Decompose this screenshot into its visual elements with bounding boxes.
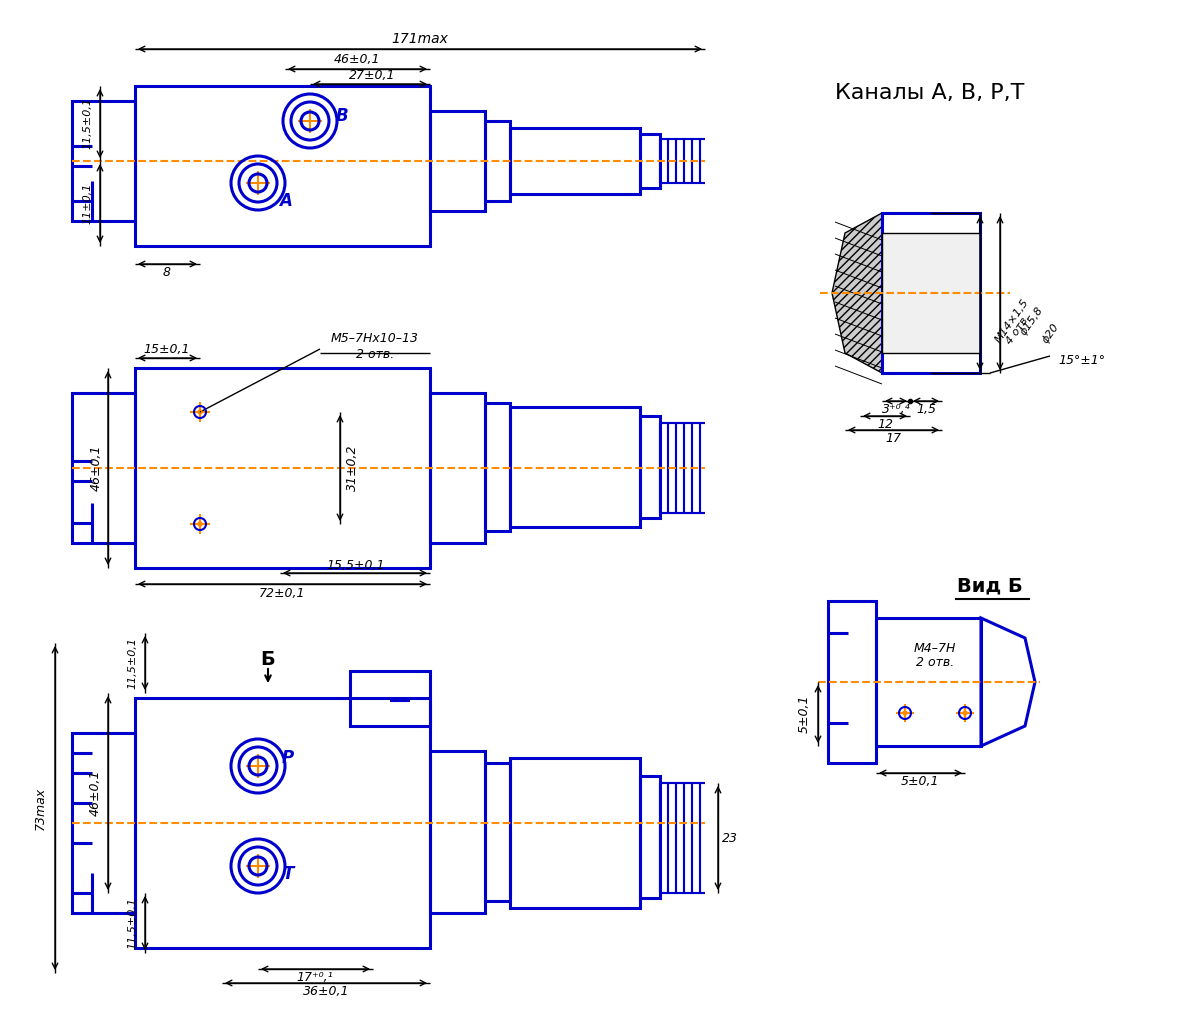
Text: Б: Б [260,650,275,669]
Text: 5±0,1: 5±0,1 [901,776,940,788]
Bar [510,128,640,194]
Text: Каналы А, В, Р,Т: Каналы А, В, Р,Т [835,83,1025,103]
Text: P: P [282,749,294,767]
Bar [430,751,485,913]
Bar [510,407,640,527]
Text: 11,5±0,1: 11,5±0,1 [127,897,137,949]
Text: 4 отв.: 4 отв. [1004,312,1032,346]
Bar [485,763,510,901]
Text: 15,5±0,1: 15,5±0,1 [326,558,385,572]
Bar [485,403,510,531]
Text: 11,5±0,1: 11,5±0,1 [82,97,92,149]
Text: 46±0,1: 46±0,1 [334,53,380,66]
Bar [430,393,485,543]
Text: 12: 12 [877,418,893,431]
Text: 5±0,1: 5±0,1 [798,694,810,733]
Text: М14×1,5: М14×1,5 [994,297,1031,345]
Text: М4–7Н: М4–7Н [914,642,956,655]
Text: 23: 23 [722,831,738,844]
Bar [134,86,430,246]
Bar [510,758,640,908]
Bar [640,416,660,518]
Text: 3⁺⁰,⁴: 3⁺⁰,⁴ [882,402,911,416]
Text: 15°±1°: 15°±1° [1058,354,1105,368]
Text: A: A [280,192,293,210]
Text: 46±0,1: 46±0,1 [89,770,102,816]
Text: 31±0,2: 31±0,2 [346,445,359,491]
Bar [72,101,134,221]
Text: B: B [336,107,348,125]
Bar [485,121,510,201]
Bar [72,393,134,543]
Bar [640,134,660,188]
Bar [72,733,134,913]
Text: Вид Б: Вид Б [958,577,1022,595]
Text: ϕ20: ϕ20 [1040,322,1061,345]
Bar [828,601,876,763]
Text: 2 отв.: 2 отв. [916,657,954,670]
Text: М5–7Нx10–13: М5–7Нx10–13 [331,332,419,345]
Text: 36±0,1: 36±0,1 [302,984,349,998]
Text: 17: 17 [886,432,901,444]
Text: 2 отв.: 2 отв. [356,348,394,361]
Text: 11,5±0,1: 11,5±0,1 [127,637,137,689]
Text: 72±0,1: 72±0,1 [259,586,305,599]
Bar [882,213,980,373]
Text: ϕ15,8: ϕ15,8 [1018,305,1045,337]
Bar [640,776,660,898]
Text: 27±0,1: 27±0,1 [349,69,395,83]
Bar [134,698,430,949]
Text: 46±0,1: 46±0,1 [90,445,102,491]
Bar [430,111,485,211]
Bar [882,233,980,353]
Text: 1,5: 1,5 [916,402,936,416]
Text: 11±0,1: 11±0,1 [82,183,92,224]
Text: 15±0,1: 15±0,1 [144,343,191,356]
Bar [876,618,982,746]
Text: 171max: 171max [391,32,449,46]
Text: 17⁺⁰,¹: 17⁺⁰,¹ [296,971,334,983]
Text: 73max: 73max [34,786,47,829]
Text: T: T [282,865,294,883]
Polygon shape [832,213,882,373]
Bar [134,368,430,568]
Bar [350,671,430,726]
Text: 8: 8 [163,265,172,279]
